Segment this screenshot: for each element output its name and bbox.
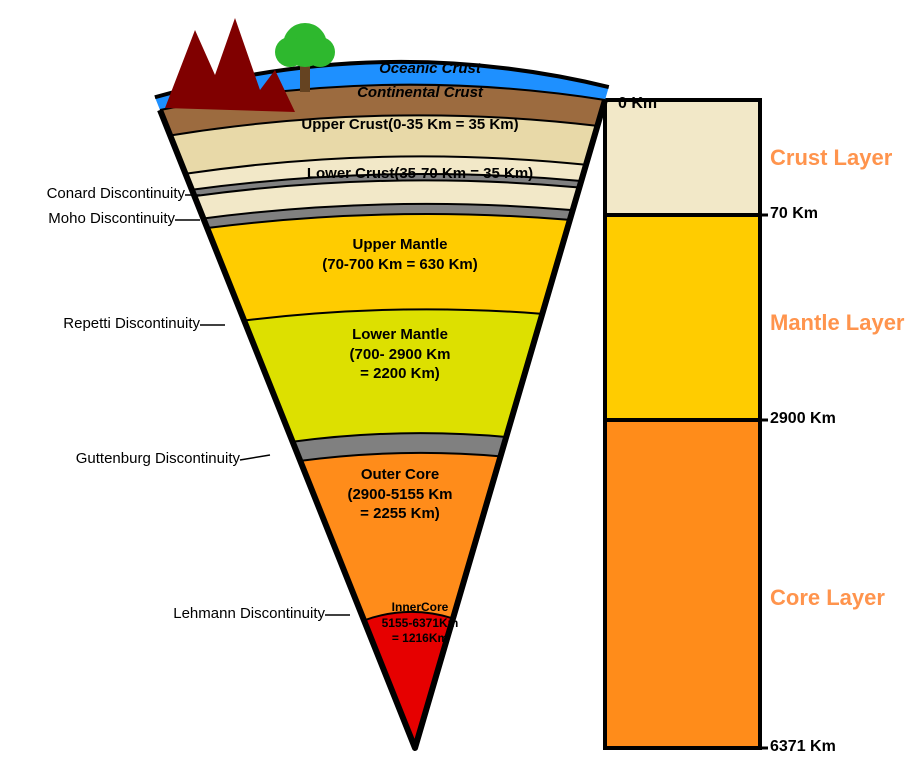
oceanic-crust-text: Oceanic Crust	[340, 60, 520, 77]
depth-70: 70 Km	[770, 205, 818, 223]
inner-core-text: InnerCore 5155-6371Km = 1216Km	[360, 600, 480, 647]
repetti-label: Repetti Discontinuity	[63, 315, 200, 332]
lehmann-label: Lehmann Discontinuity	[173, 605, 325, 622]
crust-layer-label: Crust Layer	[770, 145, 892, 171]
continental-crust-text: Continental Crust	[330, 84, 510, 101]
depth-2900: 2900 Km	[770, 410, 836, 428]
guttenburg-label: Guttenburg Discontinuity	[76, 450, 240, 467]
moho-label: Moho Discontinuity	[48, 210, 175, 227]
depth-6371: 6371 Km	[770, 738, 836, 756]
lower-crust-text: Lower Crust(35-70 Km = 35 Km)	[270, 165, 570, 182]
depth-0: 0 Km	[618, 95, 657, 113]
mantle-layer-label: Mantle Layer	[770, 310, 905, 336]
core-layer-label: Core Layer	[770, 585, 885, 611]
upper-crust-text: Upper Crust(0-35 Km = 35 Km)	[260, 116, 560, 133]
lower-mantle-text: Lower Mantle (700- 2900 Km = 2200 Km)	[300, 325, 500, 384]
outer-core-text: Outer Core (2900-5155 Km = 2255 Km)	[310, 465, 490, 524]
upper-mantle-text: Upper Mantle (70-700 Km = 630 Km)	[300, 235, 500, 274]
conard-label: Conard Discontinuity	[47, 185, 185, 202]
